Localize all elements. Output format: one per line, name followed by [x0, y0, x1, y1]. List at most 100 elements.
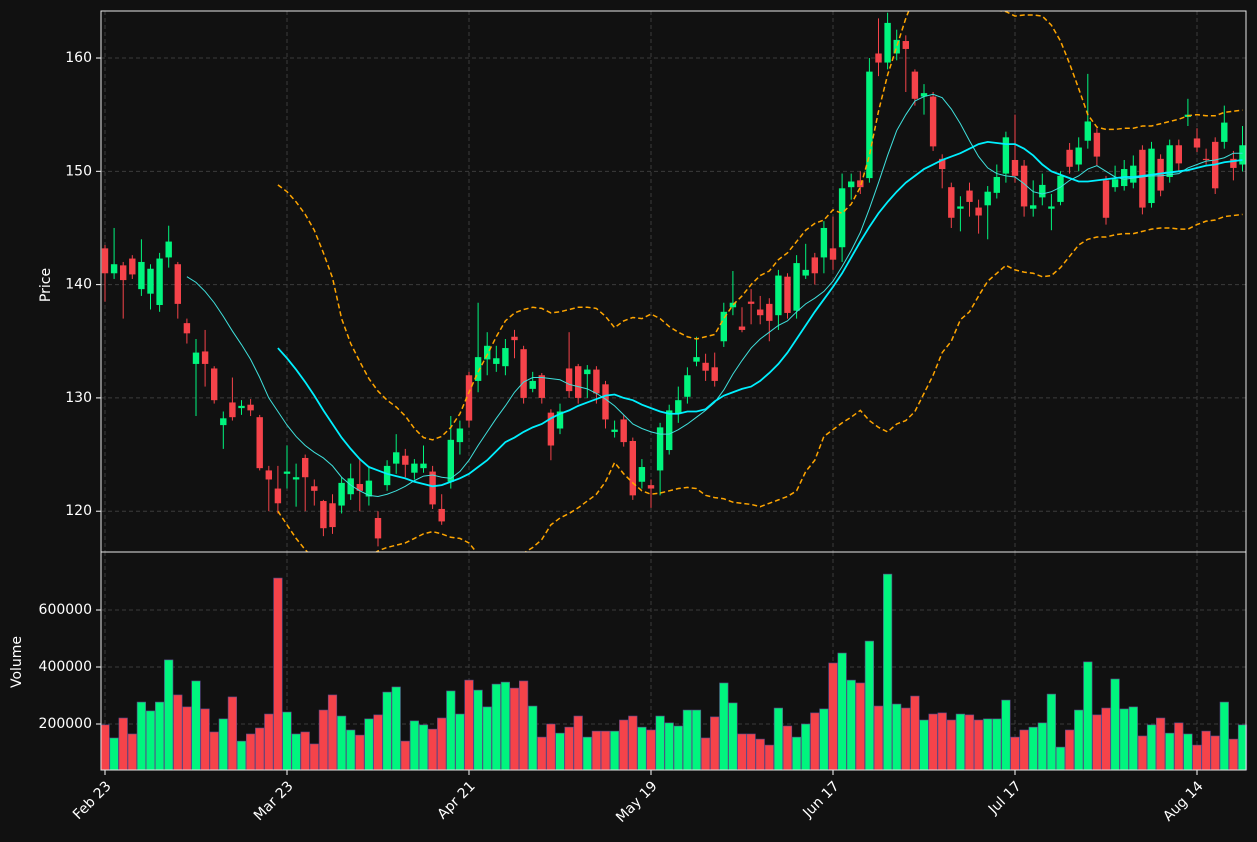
candle-body [875, 53, 882, 63]
candle-body [474, 357, 482, 381]
indicator-line [186, 93, 1243, 497]
x-tick-label: Jul 17 [985, 778, 1025, 818]
volume-bar [983, 718, 993, 771]
volume-bar [373, 714, 383, 771]
volume-bar [691, 709, 702, 771]
candle-body [611, 429, 618, 432]
candle-body [693, 357, 700, 362]
volume-bar [591, 730, 601, 771]
candle-body [602, 384, 609, 420]
volume-bar [218, 718, 228, 771]
candle-body [829, 248, 837, 260]
candle-body [775, 275, 782, 316]
candle-body [174, 264, 181, 304]
volume-bar [1128, 706, 1138, 771]
volume-bar [864, 640, 874, 771]
candle-body [584, 369, 591, 375]
volume-bar [336, 715, 347, 771]
indicator-line [277, 140, 1243, 488]
candle-body [902, 41, 909, 49]
volume-bar [1019, 729, 1029, 771]
volume-bar [710, 716, 720, 771]
candle-body [274, 488, 282, 504]
candle-body [311, 486, 318, 491]
volume-panel-frame [100, 551, 1247, 771]
candle-body [211, 368, 218, 401]
candle-body [911, 71, 919, 99]
x-tick-label: Apr 21 [434, 778, 478, 822]
candle-body [1011, 159, 1019, 176]
volume-bar [182, 706, 192, 771]
candle-body [456, 428, 464, 443]
candle-body [920, 93, 928, 97]
volume-bar [327, 694, 338, 771]
volume-bar [1228, 738, 1238, 771]
candle-body [320, 501, 327, 529]
y-tick-label: 150 [65, 163, 92, 179]
volume-bar [910, 695, 920, 771]
volume-bar [637, 726, 647, 771]
candle-body [229, 402, 236, 418]
candle-body [1166, 145, 1173, 177]
volume-bar [992, 718, 1002, 771]
candle-body [1111, 179, 1119, 188]
volume-bar [700, 737, 711, 771]
volume-bar [509, 687, 520, 771]
candle-body [302, 457, 309, 478]
volume-bar [1101, 707, 1111, 771]
volume-bar [309, 743, 319, 771]
volume-bar [473, 689, 483, 771]
volume-bar [937, 712, 947, 771]
y-tick-label: 200000 [39, 716, 92, 732]
x-tick-label: Aug 14 [1160, 778, 1206, 824]
volume-bar [118, 717, 128, 771]
volume-bar [482, 706, 492, 771]
y-tick-label: 120 [65, 503, 92, 519]
volume-bar [464, 679, 474, 771]
volume-bar [892, 703, 902, 771]
candle-body [1039, 184, 1046, 198]
volume-bar [1146, 724, 1157, 771]
candle-body [1102, 180, 1110, 218]
candle-body [356, 484, 363, 491]
x-tick-label: Mar 23 [251, 778, 297, 824]
volume-bar [1001, 699, 1011, 771]
candle-body [220, 418, 227, 426]
volume-bar [782, 725, 793, 771]
volume-bar [628, 715, 638, 771]
volume-bar [901, 707, 911, 771]
candle-body [757, 309, 764, 316]
volume-bar [1074, 709, 1084, 771]
candle-body [966, 190, 973, 202]
volume-bar [1028, 726, 1038, 771]
candle-body [984, 191, 991, 206]
volume-bar [564, 726, 574, 771]
volume-bar [673, 725, 683, 771]
candle-body [520, 349, 527, 398]
volume-bar [209, 731, 219, 771]
candle-body [465, 375, 473, 421]
candle-body [711, 367, 718, 381]
candle-body [329, 503, 336, 528]
volume-bar [873, 705, 884, 771]
candle-body [129, 258, 136, 275]
volume-bar [1055, 746, 1066, 771]
candle-body [265, 470, 272, 480]
volume-bar [155, 701, 165, 771]
candle-body [720, 311, 727, 342]
volume-bar [500, 681, 511, 771]
volume-bar [455, 713, 465, 771]
volume-bar [173, 694, 183, 771]
candle-body [120, 265, 127, 281]
volume-bar [646, 729, 656, 771]
candle-body [201, 351, 209, 364]
candle-body [283, 471, 291, 474]
candle-body [256, 417, 263, 469]
volume-bar [1183, 733, 1193, 771]
candle-body [247, 404, 254, 411]
candle-body [848, 181, 855, 188]
volume-bar [791, 736, 802, 771]
volume-bar [109, 737, 119, 771]
volume-bar [664, 722, 674, 771]
